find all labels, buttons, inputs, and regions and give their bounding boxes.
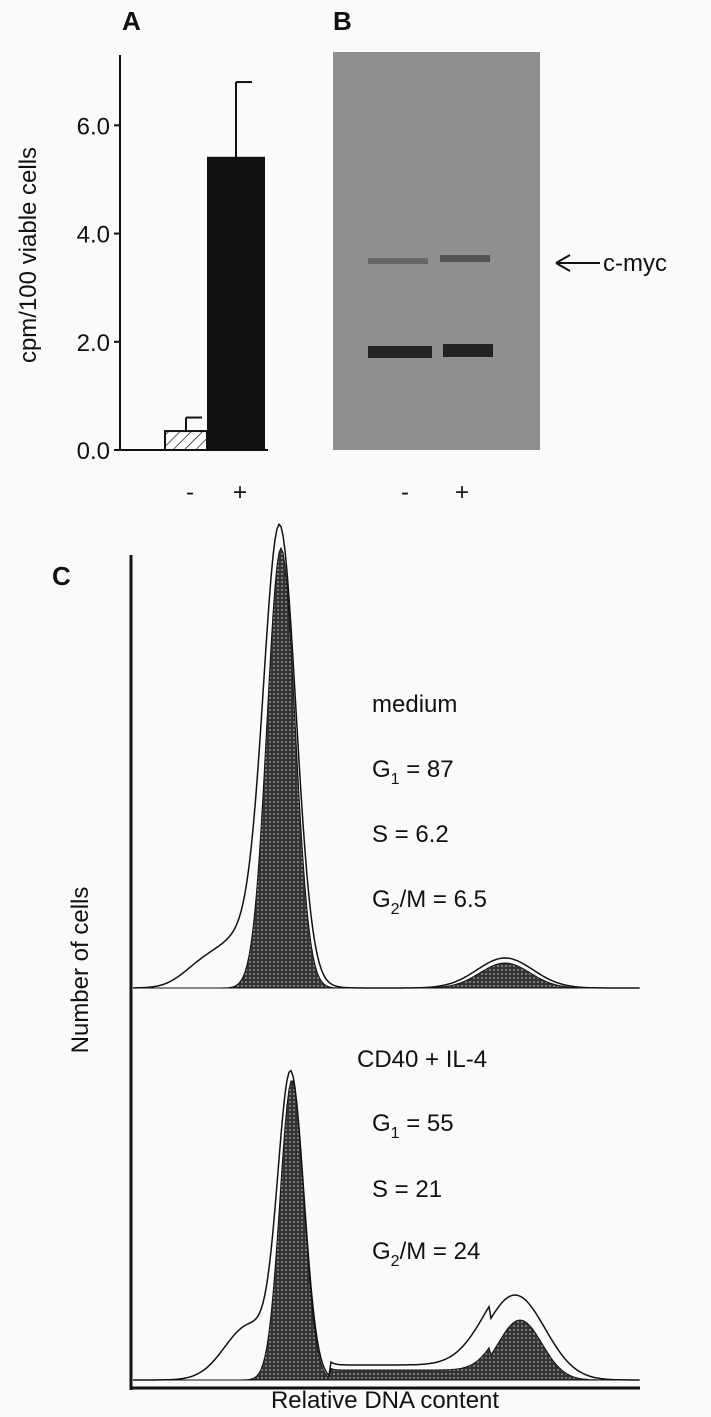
band xyxy=(443,344,493,357)
stat-prefix: S = 6.2 xyxy=(372,821,449,848)
stat: G1 = 55 xyxy=(372,1110,454,1142)
histograms xyxy=(133,523,640,1381)
stat-rest: = 87 xyxy=(400,756,454,783)
y-axis-label: Number of cells xyxy=(67,887,94,1054)
condition-name: medium xyxy=(372,691,457,718)
band xyxy=(368,258,428,264)
stat-rest: = 55 xyxy=(400,1110,454,1137)
panel-label: B xyxy=(333,6,352,36)
bar xyxy=(207,156,265,451)
stat-prefix: G xyxy=(372,1110,391,1137)
histogram-outline xyxy=(133,523,639,989)
bar xyxy=(164,430,208,452)
x-tick-label: - xyxy=(186,479,194,506)
band xyxy=(368,346,432,358)
stat: S = 6.2 xyxy=(372,821,449,848)
stat: G2/M = 24 xyxy=(372,1238,480,1270)
stat-prefix: G xyxy=(372,1238,391,1265)
blot xyxy=(333,52,540,450)
arrow-head xyxy=(555,254,571,272)
y-axis-label: cpm/100 viable cells xyxy=(15,147,42,363)
condition-name: CD40 + IL-4 xyxy=(357,1046,487,1073)
stat-sub: 1 xyxy=(391,771,400,788)
stat-sub: 1 xyxy=(391,1125,400,1142)
stat-prefix: G xyxy=(372,756,391,783)
x-tick-label: + xyxy=(233,479,247,506)
lane-label: + xyxy=(455,479,469,506)
y-tick-label: 4.0 xyxy=(77,222,110,249)
panel-label: C xyxy=(52,561,71,591)
y-tick-label: 2.0 xyxy=(77,330,110,357)
stat-rest: /M = 24 xyxy=(400,1238,481,1265)
histogram-fill xyxy=(133,1080,640,1381)
band xyxy=(440,255,490,262)
stat-sub: 2 xyxy=(391,901,400,918)
stat-prefix: S = 21 xyxy=(372,1176,442,1203)
stat: G2/M = 6.5 xyxy=(372,886,487,918)
y-tick-label: 0.0 xyxy=(77,438,110,465)
stat-sub: 2 xyxy=(391,1253,400,1270)
stat: G1 = 87 xyxy=(372,756,454,788)
histogram-outline xyxy=(133,1069,639,1381)
lane-label: - xyxy=(401,479,409,506)
x-axis-label: Relative DNA content xyxy=(271,1387,499,1414)
y-tick-label: 6.0 xyxy=(77,113,110,140)
stat-rest: /M = 6.5 xyxy=(400,886,487,913)
panel-label: A xyxy=(122,6,141,36)
stat-prefix: G xyxy=(372,886,391,913)
band-label: c-myc xyxy=(603,250,667,277)
stat: S = 21 xyxy=(372,1176,442,1203)
